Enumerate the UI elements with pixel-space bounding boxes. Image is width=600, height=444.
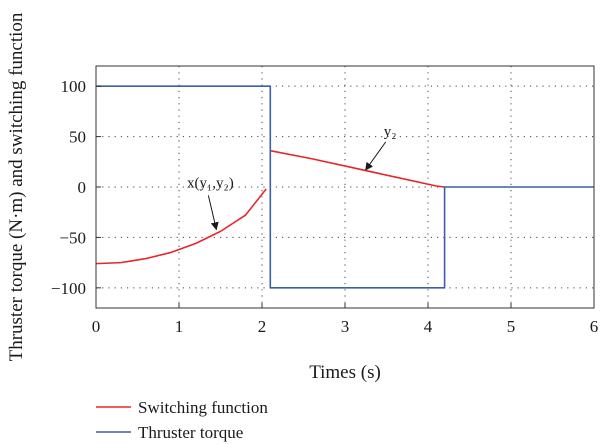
annotations: y₂ x(y₁,y₂): [187, 124, 397, 231]
series-line-thruster-torque: [96, 85, 594, 289]
x-tick-label: 2: [258, 317, 267, 336]
x-tick-label: 1: [175, 317, 184, 336]
annotation-x-y1-y2-arrow: [207, 195, 219, 231]
x-tick-label: 6: [590, 317, 599, 336]
y-tick-label: 100: [61, 77, 87, 96]
series-line-switching-function: [95, 149, 445, 265]
axis-ticks: 0 1 2 3 4 5 6 100 50 0 −50 −100: [51, 77, 598, 336]
y-tick-label: 0: [78, 178, 87, 197]
y-axis-label: Thruster torque (N·m) and switching func…: [6, 12, 27, 361]
x-tick-label: 5: [507, 317, 516, 336]
x-tick-label: 4: [424, 317, 433, 336]
series-layer: [95, 85, 594, 289]
legend-label-switching-function: Switching function: [138, 398, 268, 417]
y-tick-label: −50: [59, 228, 86, 247]
x-axis-label: Times (s): [309, 362, 381, 383]
x-tick-label: 3: [341, 317, 350, 336]
annotation-y2: y₂: [384, 124, 397, 140]
annotation-x-y1-y2: x(y₁,y₂): [187, 175, 234, 191]
legend-label-thruster-torque: Thruster torque: [138, 423, 243, 442]
annotation-y2-arrow: [365, 141, 387, 171]
y-tick-label: −100: [51, 279, 86, 298]
y-tick-label: 50: [69, 128, 86, 147]
legend: Switching function Thruster torque: [96, 398, 268, 442]
x-tick-label: 0: [92, 317, 101, 336]
